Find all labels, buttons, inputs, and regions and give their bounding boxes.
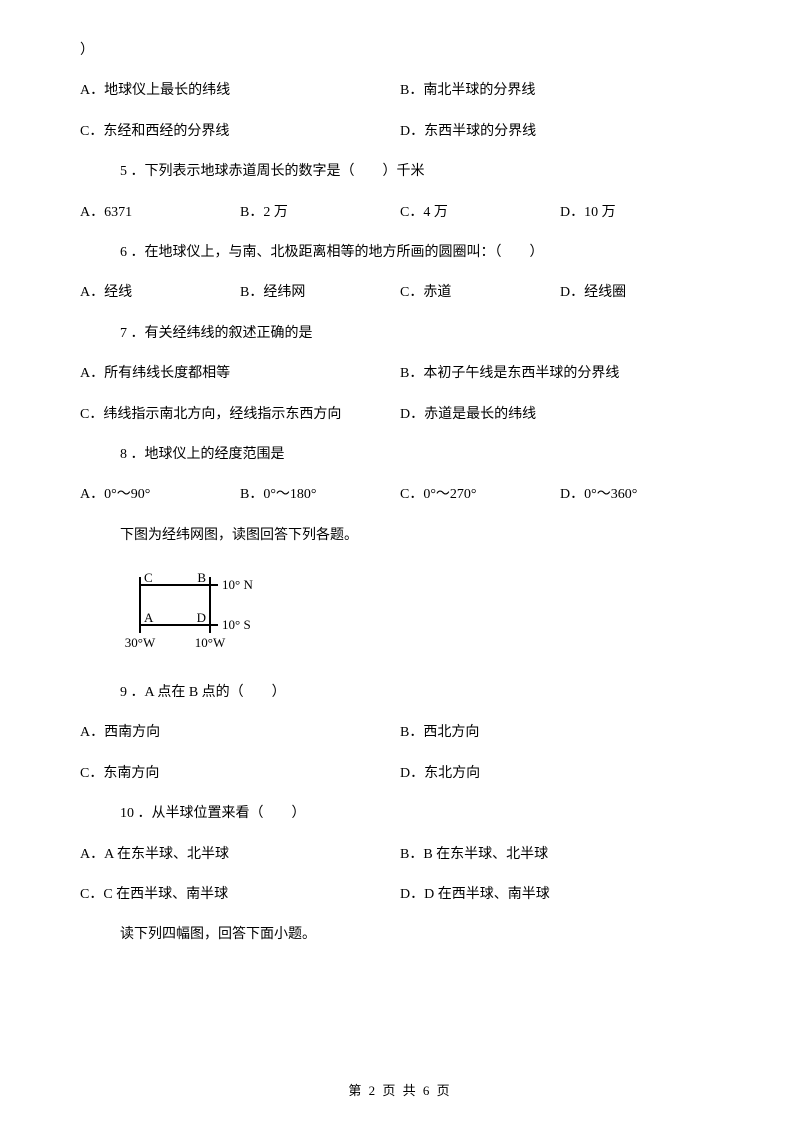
q6-options: A．经线 B．经纬网 C．赤道 D．经线圈 bbox=[80, 282, 720, 304]
svg-text:30°W: 30°W bbox=[125, 635, 156, 650]
q9-option-d: D．东北方向 bbox=[400, 763, 720, 785]
q4-options-row1: A．地球仪上最长的纬线 B．南北半球的分界线 bbox=[80, 80, 720, 102]
q4-option-a: A．地球仪上最长的纬线 bbox=[80, 80, 400, 102]
gridmap-intro: 下图为经纬网图，读图回答下列各题。 bbox=[120, 525, 720, 547]
q6-option-a: A．经线 bbox=[80, 282, 240, 304]
q9-stem: 9 ．A 点在 B 点的（ ） bbox=[120, 682, 720, 704]
gridmap-svg: C B A D 10° N 10° S 30°W 10°W bbox=[120, 565, 310, 660]
q5-options: A．6371 B．2 万 C．4 万 D．10 万 bbox=[80, 202, 720, 224]
svg-text:A: A bbox=[144, 610, 154, 625]
page: ） A．地球仪上最长的纬线 B．南北半球的分界线 C．东经和西经的分界线 D．东… bbox=[0, 0, 800, 1132]
q5-option-c: C．4 万 bbox=[400, 202, 560, 224]
svg-text:10° N: 10° N bbox=[222, 577, 253, 592]
q6-option-c: C．赤道 bbox=[400, 282, 560, 304]
svg-text:10°W: 10°W bbox=[195, 635, 226, 650]
q5-stem: 5 ．下列表示地球赤道周长的数字是（ ）千米 bbox=[120, 161, 720, 183]
q7-options-row1: A．所有纬线长度都相等 B．本初子午线是东西半球的分界线 bbox=[80, 363, 720, 385]
q7-options-row2: C．纬线指示南北方向，经线指示东西方向 D．赤道是最长的纬线 bbox=[80, 404, 720, 426]
q9-option-a: A．西南方向 bbox=[80, 722, 400, 744]
svg-text:B: B bbox=[197, 570, 206, 585]
svg-text:C: C bbox=[144, 570, 153, 585]
q10-option-c: C．C 在西半球、南半球 bbox=[80, 884, 400, 906]
svg-text:10° S: 10° S bbox=[222, 617, 251, 632]
svg-text:D: D bbox=[197, 610, 206, 625]
q7-option-b: B．本初子午线是东西半球的分界线 bbox=[400, 363, 720, 385]
q6-option-b: B．经纬网 bbox=[240, 282, 400, 304]
q5-option-d: D．10 万 bbox=[560, 202, 720, 224]
q9-options-row1: A．西南方向 B．西北方向 bbox=[80, 722, 720, 744]
q4-option-c: C．东经和西经的分界线 bbox=[80, 121, 400, 143]
q8-option-c: C．0°～270° bbox=[400, 484, 560, 506]
page-footer: 第 2 页 共 6 页 bbox=[0, 1081, 800, 1102]
q8-option-a: A．0°～90° bbox=[80, 484, 240, 506]
q5-option-b: B．2 万 bbox=[240, 202, 400, 224]
q10-option-d: D．D 在西半球、南半球 bbox=[400, 884, 720, 906]
q9-option-b: B．西北方向 bbox=[400, 722, 720, 744]
q6-stem: 6 ．在地球仪上，与南、北极距离相等的地方所画的圆圈叫：（ ） bbox=[120, 242, 720, 264]
q7-stem: 7 ．有关经纬线的叙述正确的是 bbox=[120, 323, 720, 345]
q6-option-d: D．经线圈 bbox=[560, 282, 720, 304]
orphan-paren: ） bbox=[80, 40, 720, 62]
q8-option-b: B．0°～180° bbox=[240, 484, 400, 506]
q7-option-d: D．赤道是最长的纬线 bbox=[400, 404, 720, 426]
q9-option-c: C．东南方向 bbox=[80, 763, 400, 785]
q7-option-c: C．纬线指示南北方向，经线指示东西方向 bbox=[80, 404, 400, 426]
q10-stem: 10 ．从半球位置来看（ ） bbox=[120, 803, 720, 825]
q10-option-b: B．B 在东半球、北半球 bbox=[400, 844, 720, 866]
q8-options: A．0°～90° B．0°～180° C．0°～270° D．0°～360° bbox=[80, 484, 720, 506]
q4-option-b: B．南北半球的分界线 bbox=[400, 80, 720, 102]
q10-options-row1: A．A 在东半球、北半球 B．B 在东半球、北半球 bbox=[80, 844, 720, 866]
q5-option-a: A．6371 bbox=[80, 202, 240, 224]
q10-option-a: A．A 在东半球、北半球 bbox=[80, 844, 400, 866]
next-intro: 读下列四幅图，回答下面小题。 bbox=[120, 924, 720, 946]
q9-options-row2: C．东南方向 D．东北方向 bbox=[80, 763, 720, 785]
q4-option-d: D．东西半球的分界线 bbox=[400, 121, 720, 143]
q7-option-a: A．所有纬线长度都相等 bbox=[80, 363, 400, 385]
gridmap-figure: C B A D 10° N 10° S 30°W 10°W bbox=[120, 565, 720, 660]
q10-options-row2: C．C 在西半球、南半球 D．D 在西半球、南半球 bbox=[80, 884, 720, 906]
q8-option-d: D．0°～360° bbox=[560, 484, 720, 506]
q8-stem: 8 ．地球仪上的经度范围是 bbox=[120, 444, 720, 466]
q4-options-row2: C．东经和西经的分界线 D．东西半球的分界线 bbox=[80, 121, 720, 143]
